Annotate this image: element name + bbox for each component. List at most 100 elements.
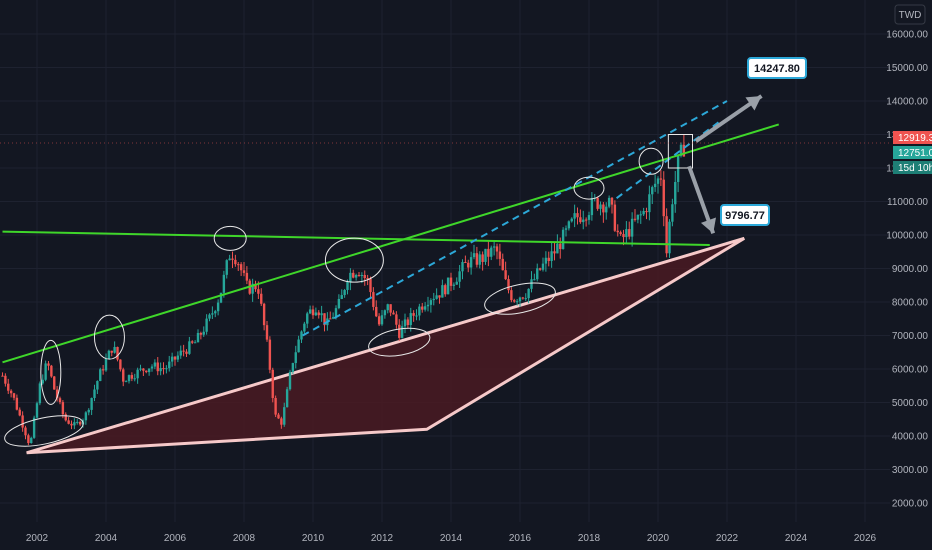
- candle-body-20: [58, 398, 62, 403]
- candle-body-15: [44, 363, 47, 380]
- x-tick-label-9: 2020: [647, 533, 670, 544]
- candle-body-78: [225, 260, 228, 275]
- candle-body-236: [679, 144, 683, 156]
- candle-body-105: [303, 323, 306, 332]
- candle-body-115: [331, 317, 335, 319]
- candle-body-178: [513, 300, 516, 302]
- candle-body-202: [582, 219, 585, 223]
- currency-badge[interactable]: TWD: [894, 4, 926, 25]
- candle-body-23: [67, 420, 70, 424]
- candle-body-79: [228, 258, 231, 261]
- candle-body-2: [7, 383, 10, 391]
- candle-body-60: [173, 356, 177, 360]
- candle-body-52: [150, 366, 154, 369]
- candle-body-174: [501, 258, 504, 271]
- candle-body-145: [418, 306, 421, 316]
- candle-body-168: [484, 248, 487, 262]
- price-tag-box-2: [893, 161, 932, 174]
- target-up-label: 14247.80: [747, 57, 807, 79]
- x-tick-label-10: 2022: [716, 533, 739, 544]
- x-tick-label-12: 2026: [854, 533, 877, 544]
- candle-body-90: [260, 293, 263, 304]
- candle-body-228: [656, 178, 660, 184]
- x-tick-label-3: 2008: [233, 533, 256, 544]
- candle-body-170: [490, 247, 493, 257]
- projection-arrows: [687, 94, 763, 235]
- candle-body-45: [130, 375, 134, 379]
- candle-body-70: [202, 331, 205, 335]
- candle-body-182: [524, 298, 527, 300]
- candle-body-10: [30, 437, 33, 444]
- swing-ellipse-5: [368, 327, 431, 357]
- candle-body-47: [136, 369, 139, 379]
- candle-body-19: [55, 389, 59, 399]
- candle-body-63: [182, 350, 185, 352]
- price-tag-box-0: [893, 131, 932, 144]
- candle-body-140: [403, 319, 407, 327]
- candle-body-148: [426, 304, 430, 307]
- candle-body-215: [619, 232, 622, 235]
- candle-body-94: [271, 369, 274, 398]
- y-tick-label-11: 5000.00: [892, 398, 929, 409]
- candle-body-118: [340, 295, 343, 299]
- candle-body-16: [47, 363, 50, 366]
- candle-body-128: [369, 278, 372, 293]
- candle-body-34: [99, 369, 102, 382]
- candle-body-205: [590, 198, 594, 216]
- candle-body-21: [61, 402, 65, 415]
- x-tick-label-5: 2012: [371, 533, 394, 544]
- candle-body-12: [35, 403, 39, 418]
- candle-body-212: [610, 197, 614, 205]
- candle-body-13: [38, 383, 42, 404]
- candle-body-130: [375, 306, 378, 317]
- candle-body-139: [400, 326, 404, 338]
- candle-body-135: [389, 304, 392, 313]
- candle-body-209: [602, 204, 605, 213]
- swing-ellipse-3: [213, 225, 247, 251]
- y-tick-label-6: 10000.00: [886, 231, 928, 242]
- candle-body-203: [584, 219, 588, 221]
- candle-body-91: [262, 303, 266, 326]
- candle-body-195: [561, 229, 565, 250]
- candle-body-153: [441, 285, 444, 298]
- candle-body-93: [268, 339, 272, 370]
- candle-body-89: [257, 289, 260, 294]
- candle-body-101: [291, 363, 295, 372]
- candle-body-81: [234, 259, 237, 265]
- price-tag-2: 15d 10h: [893, 161, 932, 174]
- candle-body-161: [464, 262, 467, 264]
- candle-body-220: [633, 218, 637, 220]
- candle-body-58: [168, 361, 171, 369]
- candle-body-169: [487, 248, 490, 257]
- candle-body-82: [237, 264, 240, 266]
- candle-body-74: [214, 311, 217, 314]
- candle-body-62: [179, 350, 182, 356]
- candle-body-160: [461, 262, 464, 272]
- candle-body-183: [527, 288, 530, 299]
- candle-body-158: [455, 281, 458, 285]
- candle-body-172: [495, 246, 499, 252]
- candle-body-192: [553, 251, 556, 254]
- candle-body-166: [478, 254, 481, 265]
- candle-body-84: [242, 270, 246, 273]
- candle-body-222: [639, 214, 642, 216]
- candle-body-131: [377, 316, 381, 325]
- target-down-label-box: [720, 204, 770, 226]
- candle-body-8: [24, 427, 27, 436]
- candle-body-59: [170, 356, 174, 362]
- candle-body-109: [314, 312, 318, 316]
- dashed-channel-line: [302, 100, 728, 337]
- target-up-label-text: 14247.80: [754, 63, 800, 75]
- candle-body-51: [147, 368, 151, 373]
- candle-body-61: [176, 355, 180, 360]
- candle-body-31: [90, 397, 93, 410]
- candle-body-142: [409, 313, 412, 326]
- candle-body-27: [78, 421, 82, 425]
- y-axis: 16000.0015000.0014000.0013000.0012000.00…: [886, 30, 928, 510]
- candle-body-186: [536, 268, 539, 280]
- y-tick-label-8: 8000.00: [892, 298, 929, 309]
- candle-body-189: [544, 257, 548, 264]
- candle-body-227: [653, 183, 657, 188]
- swing-ellipses: [4, 134, 693, 447]
